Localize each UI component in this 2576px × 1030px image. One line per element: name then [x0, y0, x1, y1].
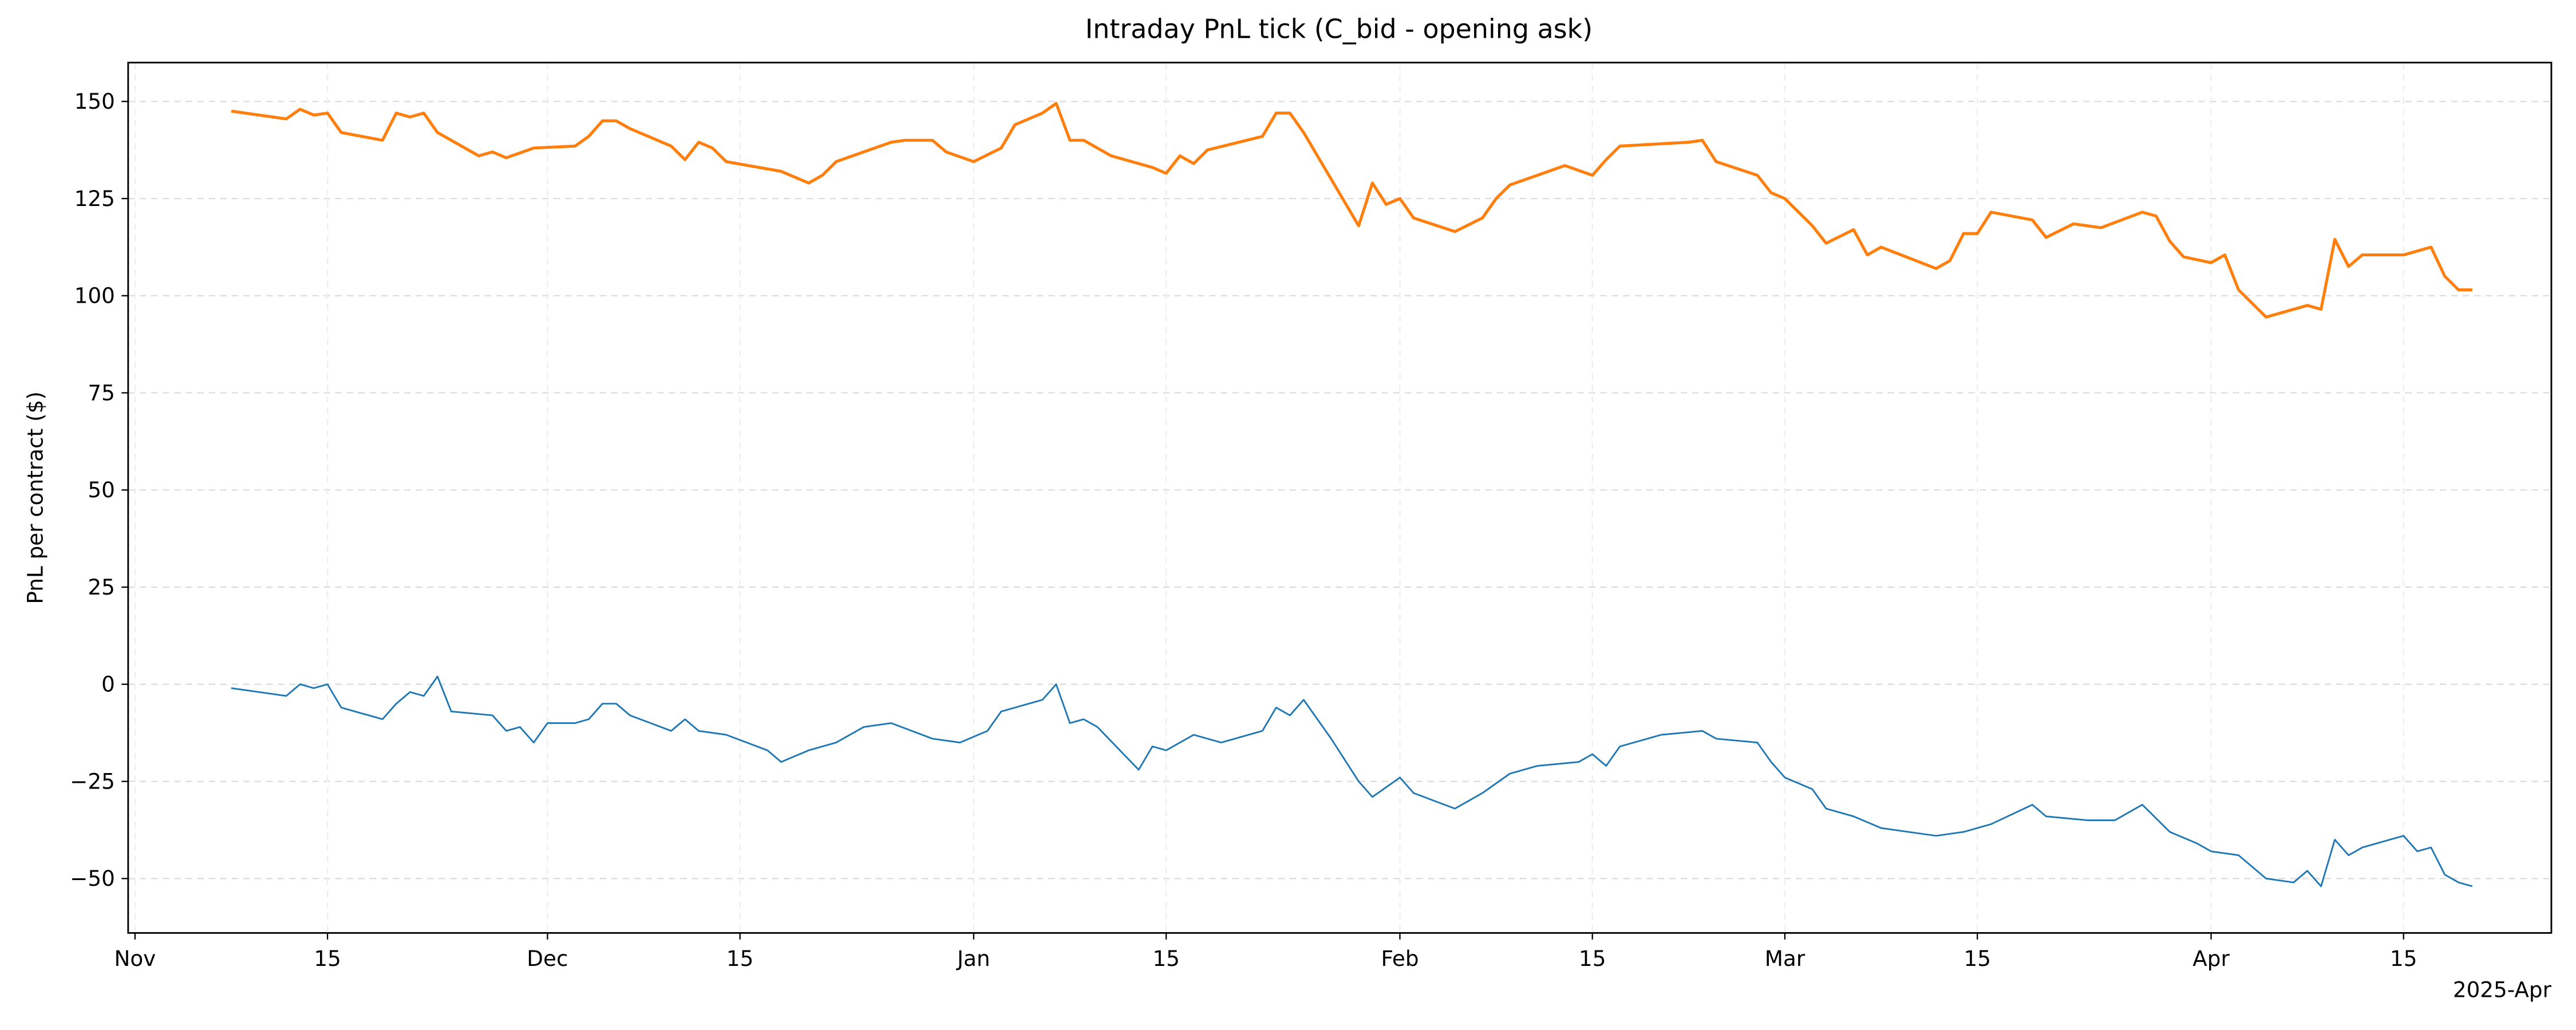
x-tick-label: 15	[1152, 946, 1179, 971]
series-line	[231, 675, 2473, 888]
plot-frame	[127, 61, 2553, 934]
y-tick-label: 50	[88, 477, 114, 502]
x-tick-label: 15	[726, 946, 753, 971]
x-tick-label: Mar	[1765, 946, 1805, 971]
x-tick-label: Dec	[527, 946, 568, 971]
y-tick-label: −50	[70, 866, 115, 891]
y-tick-label: 0	[101, 672, 115, 697]
x-tick-label: 15	[2390, 946, 2417, 971]
y-tick-label: 100	[74, 283, 115, 308]
x-tick-label: Jan	[956, 946, 990, 971]
y-tick-label: 75	[88, 380, 114, 405]
series-line	[231, 102, 2472, 319]
y-axis-label: PnL per contract ($)	[23, 391, 48, 604]
x-tick-label: Nov	[114, 946, 156, 971]
x-tick-label: Apr	[2192, 946, 2230, 971]
x-tick-label: 15	[1579, 946, 1606, 971]
y-tick-label: 25	[88, 575, 114, 600]
y-tick-label: −25	[70, 768, 115, 794]
chart-title: Intraday PnL tick (C_bid - opening ask)	[1085, 13, 1593, 44]
y-tick-label: 150	[74, 89, 115, 114]
x-tick-label: 15	[314, 946, 341, 971]
x-offset-label: 2025-Apr	[2453, 977, 2552, 1002]
y-tick-label: 125	[74, 186, 115, 211]
x-tick-label: Feb	[1381, 946, 1419, 971]
x-tick-label: 15	[1963, 946, 1990, 971]
